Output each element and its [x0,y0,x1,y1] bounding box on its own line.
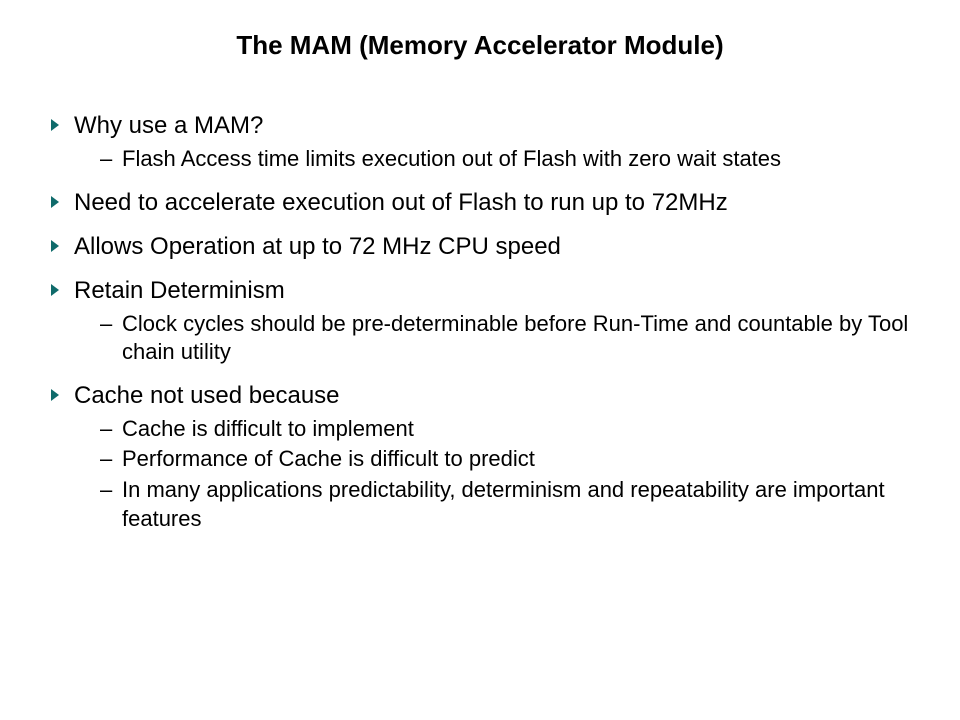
dash-icon: – [100,476,122,505]
sub-list-item-text: Cache is difficult to implement [122,415,910,444]
list-item-text: Need to accelerate execution out of Flas… [68,188,910,218]
sub-list: –Clock cycles should be pre-determinable… [50,310,910,367]
list-item: Need to accelerate execution out of Flas… [50,188,910,218]
list-item-row: Why use a MAM? [50,111,910,141]
sub-list-item: –In many applications predictability, de… [100,476,910,533]
dash-icon: – [100,415,122,444]
list-item-text: Retain Determinism [68,276,910,306]
list-item-text: Allows Operation at up to 72 MHz CPU spe… [68,232,910,262]
bullet-arrow-icon [50,283,68,297]
bullet-arrow-icon [50,195,68,209]
list-item: Retain Determinism –Clock cycles should b… [50,276,910,367]
list-item-text: Cache not used because [68,381,910,411]
sub-list: –Cache is difficult to implement–Perform… [50,415,910,533]
bullet-arrow-icon [50,388,68,402]
slide: The MAM (Memory Accelerator Module) Why … [0,0,960,720]
list-item-row: Allows Operation at up to 72 MHz CPU spe… [50,232,910,262]
sub-list-item-text: Flash Access time limits execution out o… [122,145,910,174]
sub-list-item: –Cache is difficult to implement [100,415,910,444]
dash-icon: – [100,310,122,339]
dash-icon: – [100,445,122,474]
bullet-arrow-icon [50,239,68,253]
list-item: Why use a MAM? –Flash Access time limits … [50,111,910,174]
sub-list: –Flash Access time limits execution out … [50,145,910,174]
bullet-arrow-icon [50,118,68,132]
sub-list-item-text: Clock cycles should be pre-determinable … [122,310,910,367]
dash-icon: – [100,145,122,174]
list-item-row: Need to accelerate execution out of Flas… [50,188,910,218]
sub-list-item-text: Performance of Cache is difficult to pre… [122,445,910,474]
list-item-row: Cache not used because [50,381,910,411]
sub-list-item: –Flash Access time limits execution out … [100,145,910,174]
sub-list-item: –Clock cycles should be pre-determinable… [100,310,910,367]
sub-list-item-text: In many applications predictability, det… [122,476,910,533]
list-item-text: Why use a MAM? [68,111,910,141]
bullet-list: Why use a MAM?–Flash Access time limits … [50,111,910,533]
sub-list-item: –Performance of Cache is difficult to pr… [100,445,910,474]
list-item-row: Retain Determinism [50,276,910,306]
list-item: Allows Operation at up to 72 MHz CPU spe… [50,232,910,262]
list-item: Cache not used because–Cache is difficul… [50,381,910,533]
slide-title: The MAM (Memory Accelerator Module) [50,30,910,61]
